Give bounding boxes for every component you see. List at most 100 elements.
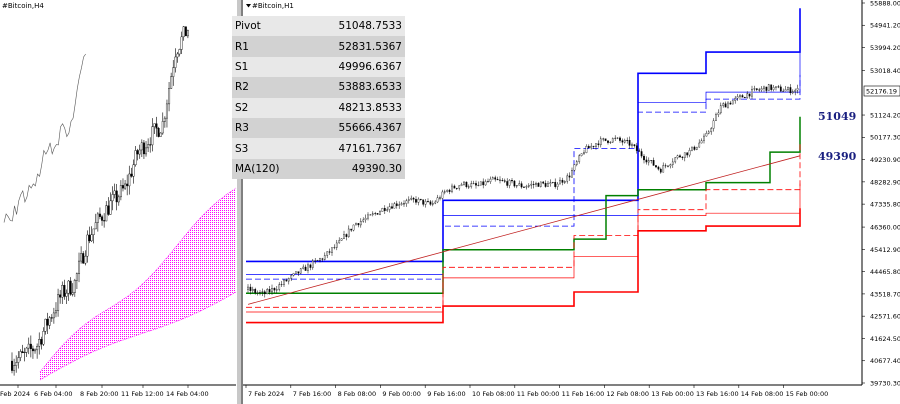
- candle: [130, 167, 133, 178]
- candle-body: [369, 214, 372, 216]
- candle: [326, 251, 329, 259]
- candle-body: [777, 86, 780, 88]
- candle: [54, 302, 57, 318]
- candle: [436, 194, 439, 204]
- candle-body: [647, 160, 650, 163]
- candle: [448, 188, 451, 195]
- candle: [691, 146, 693, 152]
- candle: [285, 278, 288, 282]
- candle: [75, 272, 78, 289]
- candle: [580, 153, 583, 157]
- candle-body: [770, 84, 773, 90]
- candle: [446, 189, 449, 193]
- candle: [734, 95, 737, 104]
- candle-body: [518, 183, 521, 186]
- candle: [477, 181, 480, 187]
- left-thin-line: [3, 53, 86, 223]
- candle: [157, 126, 160, 138]
- candle-body: [441, 191, 444, 199]
- candle: [544, 180, 547, 188]
- candle-body: [686, 152, 689, 156]
- candle-body: [98, 213, 101, 217]
- candle: [36, 343, 39, 359]
- candle-body: [15, 362, 18, 366]
- candle-body: [280, 284, 283, 286]
- candle-body: [760, 88, 763, 91]
- candle: [115, 183, 118, 211]
- candle-body: [88, 234, 91, 242]
- candle: [395, 200, 398, 209]
- candle: [743, 96, 746, 99]
- ichimoku-cloud: [39, 187, 237, 381]
- pivot-row-s3: S3 47161.7367: [232, 138, 405, 159]
- candle: [693, 145, 696, 151]
- candle-body: [705, 133, 708, 137]
- candle: [182, 25, 185, 41]
- candle: [609, 141, 612, 144]
- candle: [703, 133, 705, 144]
- candle-body: [424, 201, 427, 205]
- candle-body: [556, 183, 559, 187]
- candle-body: [623, 139, 626, 143]
- candle-body: [73, 280, 76, 293]
- candle: [415, 196, 417, 205]
- right-chart-panel[interactable]: #Bitcoin,H1 55888.00 54941.20 53994.20 5301…: [243, 0, 900, 398]
- candle: [455, 187, 458, 190]
- candle: [767, 83, 770, 91]
- candle: [251, 286, 254, 293]
- candle-body: [571, 170, 573, 178]
- candle: [491, 176, 494, 180]
- candle: [393, 202, 396, 209]
- candle-body: [75, 273, 78, 281]
- candle-body: [321, 258, 324, 260]
- candle: [388, 203, 391, 213]
- candle: [700, 138, 703, 144]
- candle: [791, 89, 794, 95]
- candle-body: [309, 264, 312, 268]
- candle: [357, 223, 360, 228]
- candle: [113, 183, 116, 199]
- candle-body: [724, 103, 727, 108]
- candle: [34, 348, 37, 354]
- candle: [527, 183, 530, 189]
- candle-body: [532, 183, 535, 185]
- candle: [614, 135, 617, 141]
- candle-body: [722, 103, 725, 106]
- candle: [499, 176, 501, 184]
- panel-separator[interactable]: [237, 0, 241, 404]
- candle-body: [643, 155, 645, 161]
- candle-body: [429, 201, 432, 205]
- candle-body: [316, 260, 319, 261]
- candle-body: [287, 278, 290, 282]
- candle: [278, 282, 281, 292]
- candle: [170, 72, 173, 89]
- price-tick-label: 49230.90: [870, 156, 900, 164]
- cloud-fill: [40, 188, 236, 380]
- candle-body: [561, 179, 564, 183]
- candle-body: [103, 220, 106, 222]
- symbol-menu-icon[interactable]: [246, 4, 251, 8]
- left-chart-panel[interactable]: #Bitcoin,H4 Feb 2024 6 Feb 04:00 8 Feb 20:…: [0, 0, 237, 398]
- time-tick-label: 7 Feb 2024: [248, 390, 284, 398]
- candle: [147, 138, 150, 152]
- candle: [621, 138, 624, 146]
- candle: [547, 180, 549, 187]
- candle-body: [467, 186, 470, 188]
- candle-body: [124, 183, 127, 189]
- candle: [422, 199, 425, 207]
- candle-body: [635, 145, 638, 151]
- candle: [717, 109, 720, 118]
- pivot-level-label: 51049: [818, 110, 856, 123]
- candle-body: [779, 86, 782, 92]
- candle-body: [719, 105, 722, 114]
- candle: [487, 178, 489, 183]
- candle: [50, 314, 53, 322]
- candle: [347, 225, 350, 238]
- candle-body: [186, 30, 189, 37]
- time-tick-label: 11 Feb 16:00: [562, 390, 605, 398]
- candle-body: [465, 181, 468, 188]
- candle: [763, 85, 765, 92]
- candle-body: [544, 183, 547, 187]
- candle: [727, 101, 729, 109]
